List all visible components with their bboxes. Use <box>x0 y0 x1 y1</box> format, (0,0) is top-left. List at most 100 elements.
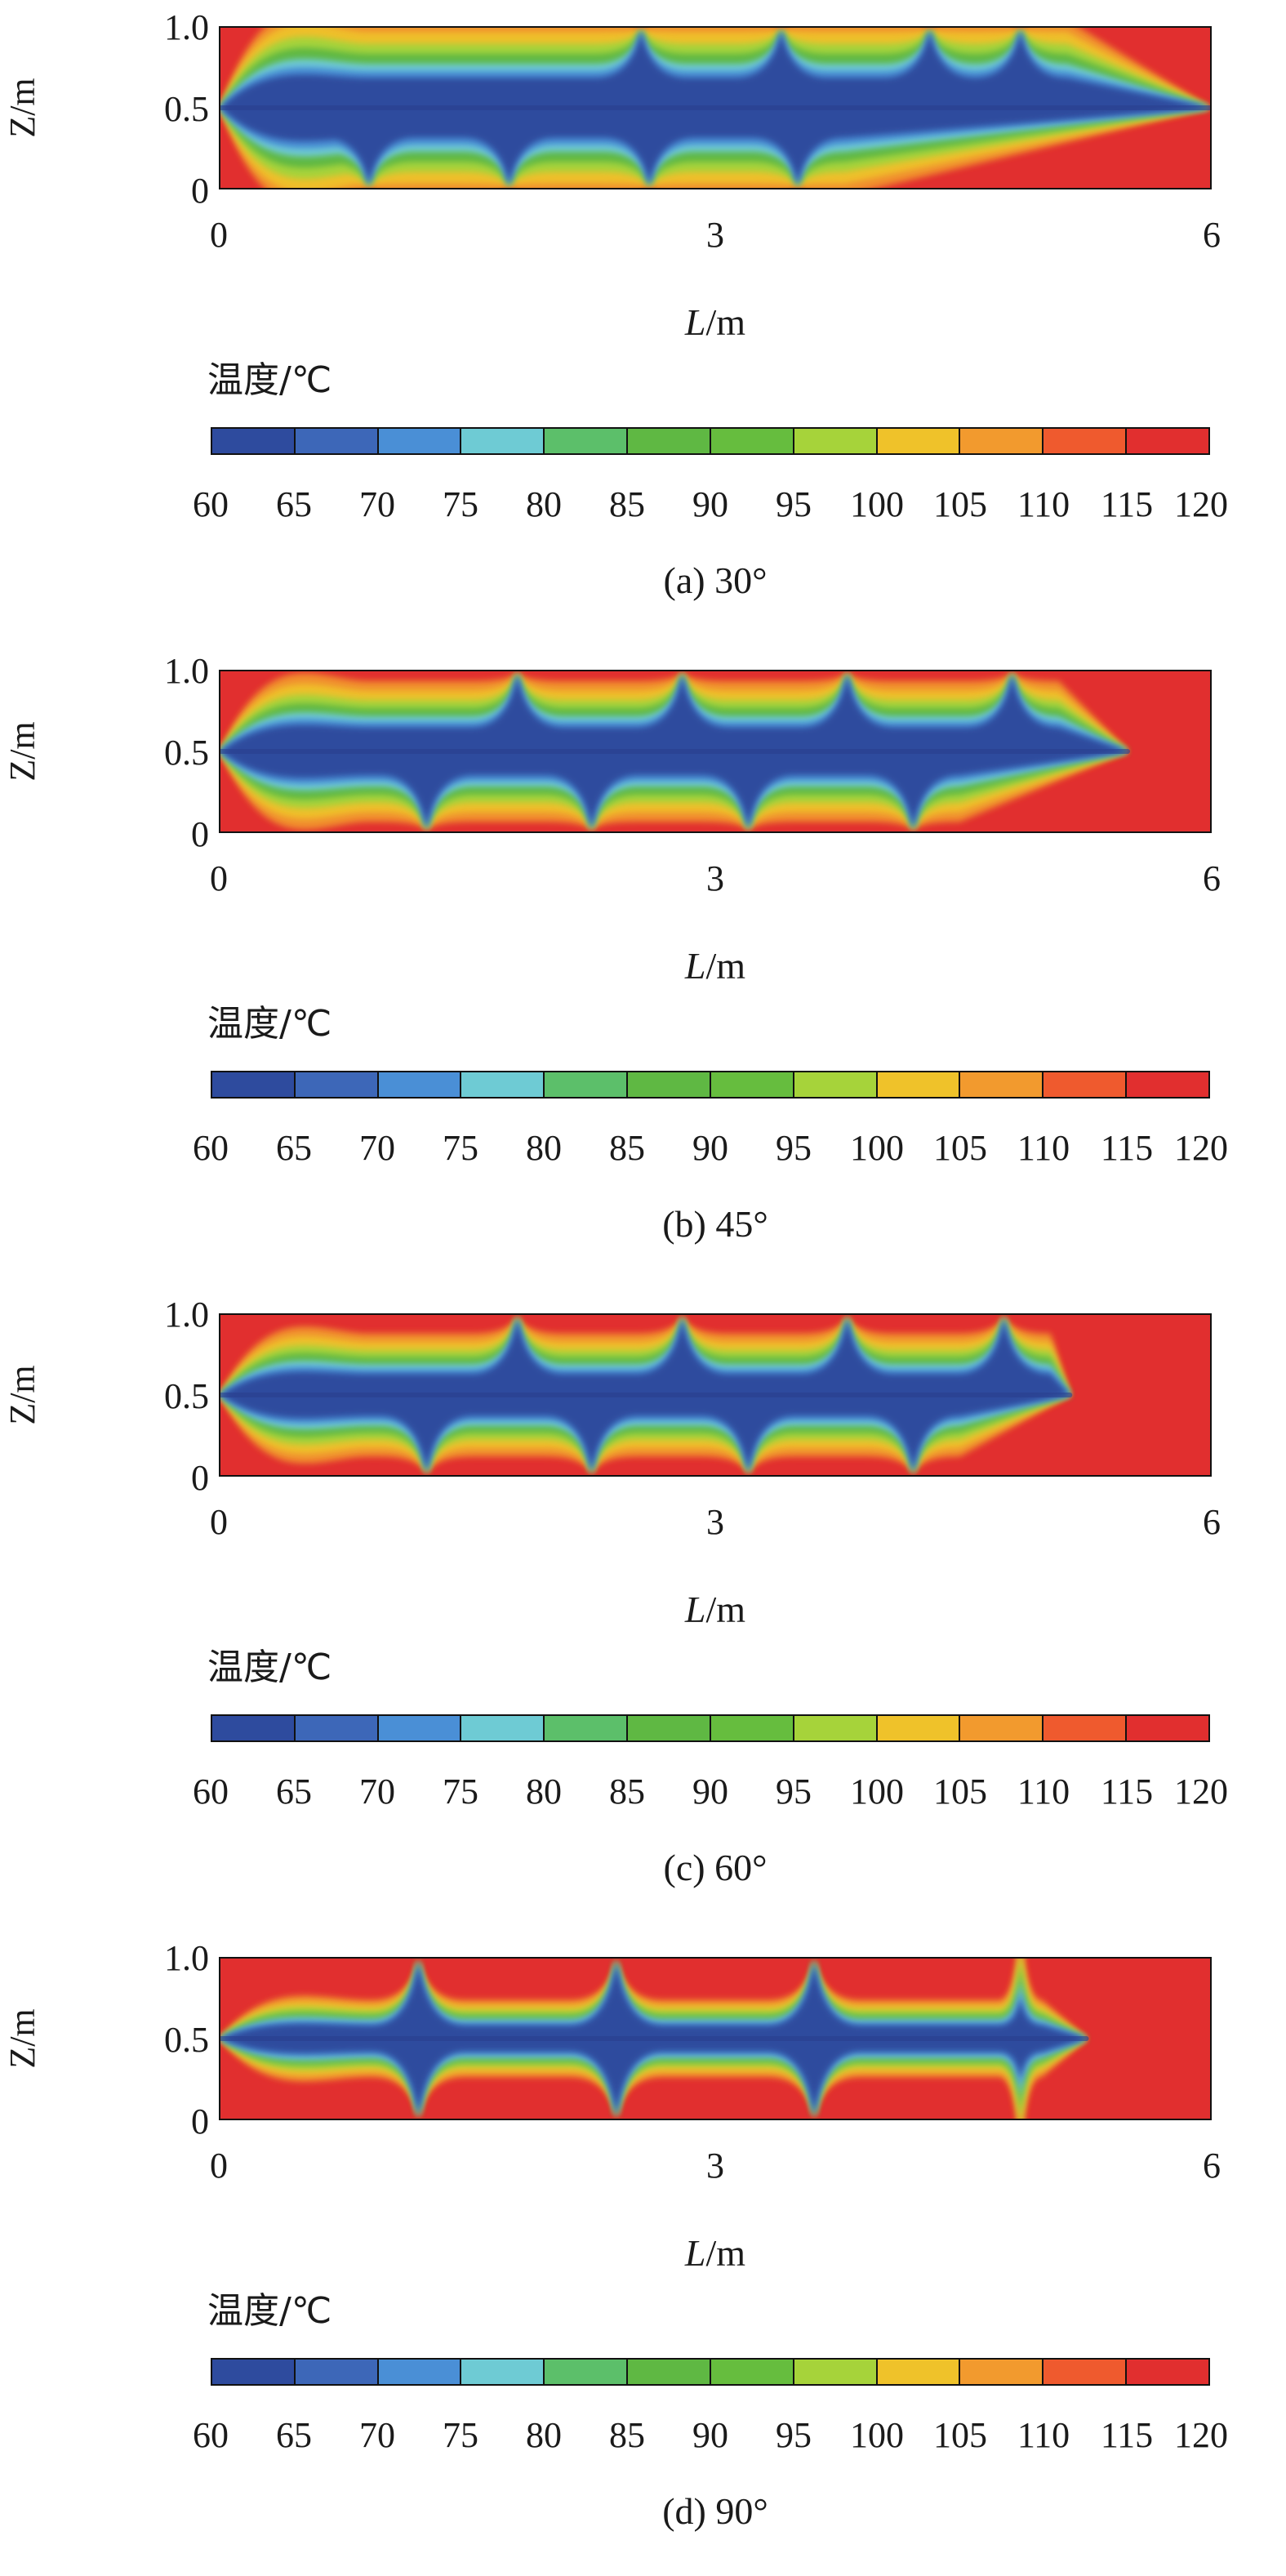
x-tick-label: 6 <box>1203 858 1221 898</box>
colorbar-tick-label: 60 <box>193 484 229 524</box>
x-axis-unit: /m <box>705 2232 746 2274</box>
colorbar-tick-label: 65 <box>276 1772 312 1812</box>
colorbar-segment <box>461 1072 545 1097</box>
contour-svg <box>220 28 1210 188</box>
colorbar-segment <box>295 1716 379 1740</box>
x-tick-label: 0 <box>210 2146 228 2186</box>
x-tick-label: 3 <box>706 858 724 898</box>
x-axis-variable: L <box>684 2232 706 2274</box>
colorbar-segment <box>628 429 711 453</box>
temperature-contour-plot <box>219 670 1212 833</box>
y-tick-label: 0 <box>191 814 209 854</box>
x-tick-label: 0 <box>210 858 228 898</box>
y-tick-label: 0 <box>191 2101 209 2141</box>
colorbar-tick-label: 60 <box>193 2415 229 2455</box>
colorbar-segment <box>960 429 1044 453</box>
colorbar-tick-label: 105 <box>933 1772 987 1812</box>
y-tick-label: 0 <box>191 171 209 211</box>
colorbar-segment <box>212 1716 296 1740</box>
colorbar-segment <box>628 2360 711 2384</box>
colorbar-tick-label: 115 <box>1100 1128 1154 1168</box>
colorbar-segment <box>212 429 296 453</box>
x-tick-label: 3 <box>706 2146 724 2186</box>
contour-svg <box>220 1316 1073 1474</box>
colorbar-segment <box>212 1072 296 1097</box>
colorbar-tick-label: 95 <box>776 1128 812 1168</box>
colorbar <box>211 1071 1210 1099</box>
colorbar-segment <box>877 2360 961 2384</box>
colorbar-segment <box>628 1072 711 1097</box>
colorbar-tick-label: 90 <box>692 1772 728 1812</box>
colorbar-segment <box>710 1716 794 1740</box>
colorbar-segment <box>960 1072 1044 1097</box>
x-tick-label: 0 <box>210 215 228 255</box>
colorbar-segment <box>1127 429 1208 453</box>
colorbar-tick-label: 115 <box>1100 2415 1154 2455</box>
colorbar-segment <box>1043 1072 1128 1097</box>
temperature-contour-plot <box>219 1957 1212 2120</box>
colorbar-tick-label: 120 <box>1174 484 1228 524</box>
colorbar-segment <box>545 1716 629 1740</box>
x-axis-variable: L <box>684 945 706 987</box>
colorbar-segment <box>877 1072 961 1097</box>
colorbar-tick-label: 100 <box>850 2415 904 2455</box>
y-tick-label: 1.0 <box>164 1295 209 1335</box>
colorbar-tick-label: 80 <box>526 2415 562 2455</box>
colorbar-segment <box>378 2360 462 2384</box>
colorbar-tick-label: 70 <box>359 1128 395 1168</box>
colorbar-tick-label: 80 <box>526 1128 562 1168</box>
colorbar-segment <box>960 2360 1044 2384</box>
colorbar-segment <box>378 1072 462 1097</box>
y-axis-label: Z/m <box>2 721 42 782</box>
y-tick-label: 1.0 <box>164 651 209 691</box>
colorbar-segment <box>1127 1716 1208 1740</box>
colorbar-segment <box>960 1716 1044 1740</box>
chart-panel-0: 0 0.5 1.0 0 3 6 Z/m L/m 温度/℃ 60 65 70 75 80 85 90 95 100 1… <box>0 0 1286 644</box>
colorbar-tick-label: 75 <box>443 484 478 524</box>
y-tick-label: 1.0 <box>164 7 209 47</box>
x-axis-unit: /m <box>705 1589 746 1630</box>
colorbar-tick-label: 75 <box>443 2415 478 2455</box>
colorbar-tick-label: 95 <box>776 2415 812 2455</box>
colorbar-tick-label: 85 <box>609 1128 645 1168</box>
x-tick-label: 3 <box>706 215 724 255</box>
y-tick-label: 0.5 <box>164 89 209 129</box>
chart-panel-3: 0 0.5 1.0 0 3 6 Z/m L/m 温度/℃ 60 65 70 75 80 85 90 95 100 1… <box>0 1931 1286 2574</box>
colorbar-tick-label: 120 <box>1174 1772 1228 1812</box>
chart-panel-1: 0 0.5 1.0 0 3 6 Z/m L/m 温度/℃ 60 65 70 75 80 85 90 95 100 1… <box>0 644 1286 1287</box>
x-tick-label: 6 <box>1203 215 1221 255</box>
colorbar-tick-label: 100 <box>850 1772 904 1812</box>
colorbar-title: 温度/℃ <box>207 1003 332 1045</box>
colorbar-segment <box>1043 2360 1128 2384</box>
x-tick-label: 6 <box>1203 1502 1221 1542</box>
colorbar-segment <box>628 1716 711 1740</box>
colorbar-tick-label: 65 <box>276 1128 312 1168</box>
colorbar-tick-label: 85 <box>609 2415 645 2455</box>
y-tick-label: 0.5 <box>164 733 209 773</box>
colorbar-tick-label: 80 <box>526 484 562 524</box>
colorbar-segment <box>545 429 629 453</box>
colorbar-title: 温度/℃ <box>207 2290 332 2332</box>
colorbar-tick-label: 115 <box>1100 484 1154 524</box>
colorbar-tick-label: 100 <box>850 1128 904 1168</box>
panel-caption: (c) 60° <box>663 1847 768 1888</box>
colorbar-segment <box>1043 429 1128 453</box>
colorbar-tick-label: 120 <box>1174 2415 1228 2455</box>
y-tick-label: 1.0 <box>164 1938 209 1978</box>
colorbar-tick-label: 70 <box>359 484 395 524</box>
x-axis-variable: L <box>684 1589 706 1630</box>
colorbar-tick-label: 95 <box>776 1772 812 1812</box>
colorbar-tick-label: 90 <box>692 484 728 524</box>
x-axis-label: L/m <box>685 304 745 341</box>
colorbar-segment <box>1043 1716 1128 1740</box>
colorbar-tick-label: 80 <box>526 1772 562 1812</box>
colorbar-tick-label: 70 <box>359 2415 395 2455</box>
x-axis-label: L/m <box>685 947 745 985</box>
contour-svg <box>220 1959 1089 2119</box>
contour-svg <box>220 672 1130 831</box>
x-tick-label: 0 <box>210 1502 228 1542</box>
temperature-contour-plot <box>219 1313 1212 1477</box>
y-tick-label: 0.5 <box>164 1376 209 1416</box>
colorbar-segment <box>461 2360 545 2384</box>
colorbar-segment <box>461 1716 545 1740</box>
